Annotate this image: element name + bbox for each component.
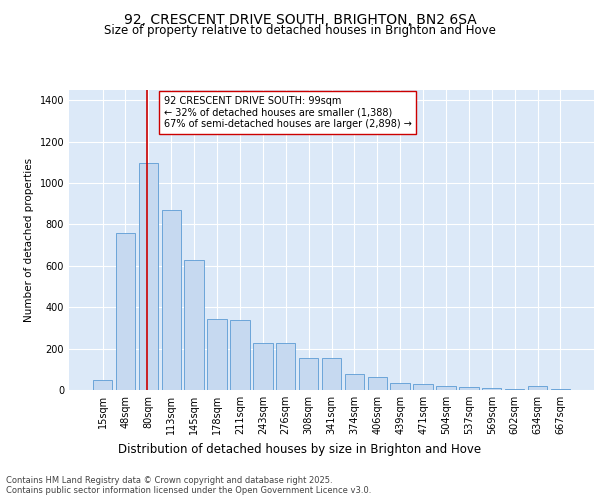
Bar (230, 320, 250, 390)
Text: 92 CRESCENT DRIVE SOUTH: 99sqm
← 32% of detached houses are smaller (1,388)
67% : 92 CRESCENT DRIVE SOUTH: 99sqm ← 32% of … (163, 96, 412, 129)
Bar (253, 344, 272, 390)
Bar (116, 233, 135, 390)
Bar (391, 383, 410, 390)
Text: 92, CRESCENT DRIVE SOUTH, BRIGHTON, BN2 6SA: 92, CRESCENT DRIVE SOUTH, BRIGHTON, BN2 … (124, 12, 476, 26)
Text: Size of property relative to detached houses in Brighton and Hove: Size of property relative to detached ho… (104, 24, 496, 37)
Bar (322, 358, 341, 390)
Bar (344, 374, 364, 390)
Bar (139, 164, 158, 390)
Bar (276, 344, 295, 390)
Bar (184, 260, 204, 390)
Bar (551, 389, 570, 390)
Bar (505, 389, 524, 390)
Bar (368, 376, 387, 390)
Text: Distribution of detached houses by size in Brighton and Hove: Distribution of detached houses by size … (118, 442, 482, 456)
Y-axis label: Number of detached properties: Number of detached properties (24, 158, 34, 322)
Bar (459, 387, 479, 390)
Bar (413, 384, 433, 390)
Bar (299, 358, 319, 390)
Bar (436, 386, 455, 390)
Bar (528, 386, 547, 390)
Bar (93, 380, 112, 390)
Text: Contains HM Land Registry data © Crown copyright and database right 2025.
Contai: Contains HM Land Registry data © Crown c… (6, 476, 371, 495)
Bar (482, 388, 502, 390)
Bar (161, 210, 181, 390)
Bar (208, 318, 227, 390)
